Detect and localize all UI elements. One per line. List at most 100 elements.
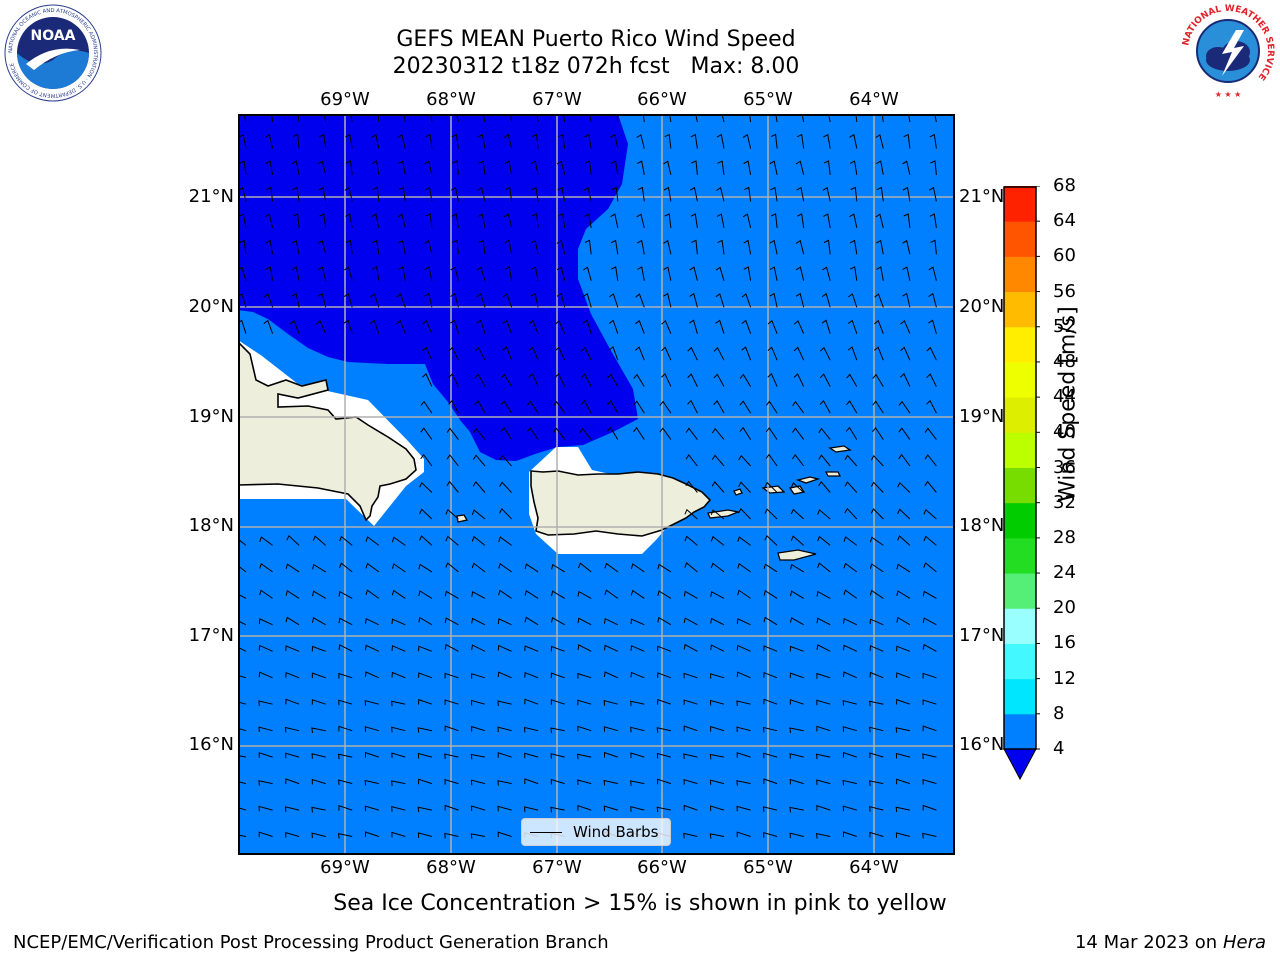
wind-barb	[630, 645, 645, 652]
wind-barb	[365, 536, 380, 546]
wind-barb	[471, 509, 486, 520]
wind-barb	[420, 453, 433, 467]
wind-barb	[816, 590, 831, 599]
lat-label-left: 18°N	[188, 515, 234, 536]
wind-barb	[238, 538, 247, 546]
wind-barb	[763, 645, 778, 652]
wind-barb	[630, 618, 645, 626]
wind-barb	[765, 453, 778, 467]
wind-barb	[711, 481, 725, 493]
wind-barb	[582, 292, 592, 308]
wind-barb	[869, 700, 884, 707]
wind-barb	[530, 239, 539, 255]
wind-barb	[713, 400, 725, 414]
wind-barb	[683, 672, 698, 679]
wind-barb	[263, 293, 274, 308]
wind-barb	[263, 319, 274, 334]
wind-barb	[922, 672, 937, 679]
wind-barb	[370, 293, 380, 308]
wind-barb	[790, 563, 804, 573]
chart-title: GEFS MEAN Puerto Rico Wind Speed	[396, 27, 796, 52]
wind-barb	[583, 187, 592, 202]
wind-barb	[403, 114, 406, 123]
wind-barb	[577, 725, 592, 732]
wind-barb	[739, 426, 752, 440]
wind-barb	[710, 725, 725, 732]
wind-barb	[258, 726, 273, 733]
wind-barb	[391, 671, 406, 679]
wind-barb	[471, 617, 486, 626]
colorbar-tick-label: 12	[1053, 667, 1076, 689]
wind-barb	[897, 481, 911, 493]
wind-barb	[606, 426, 619, 440]
wind-barb	[793, 346, 805, 361]
wind-barb	[576, 753, 592, 760]
wind-barb	[497, 831, 512, 838]
wind-barb	[445, 562, 459, 573]
land-puerto-rico	[530, 470, 712, 537]
wind-barb	[876, 239, 884, 255]
map-legend: Wind Barbs	[521, 818, 671, 846]
wind-barb	[710, 644, 725, 652]
wind-barb	[609, 293, 619, 308]
wind-barb	[318, 213, 327, 228]
wind-barb	[736, 831, 751, 838]
wind-barb	[448, 399, 459, 414]
wind-barb	[345, 213, 353, 228]
wind-barb	[819, 399, 831, 414]
lat-label-left: 19°N	[188, 406, 234, 427]
colorbar-tick-label: 44	[1053, 386, 1076, 408]
wind-barb	[689, 186, 698, 202]
wind-barb	[922, 779, 937, 785]
wind-barb	[869, 536, 884, 546]
wind-barb	[870, 454, 884, 467]
wind-barb	[365, 617, 380, 626]
wind-barb	[710, 805, 725, 812]
wind-barb	[422, 373, 433, 387]
wind-barb	[452, 160, 459, 175]
wind-barb	[497, 700, 512, 707]
wind-barb	[478, 239, 486, 255]
wind-barb	[285, 563, 300, 573]
colorbar-tick-label: 16	[1053, 632, 1076, 654]
wind-barb	[793, 320, 805, 334]
wind-barb	[795, 292, 805, 308]
wind-barb	[637, 186, 645, 202]
wind-barb	[474, 346, 486, 361]
wind-barb	[637, 160, 645, 175]
wind-barb	[550, 672, 565, 679]
wind-barb	[743, 266, 752, 281]
lat-label-right: 18°N	[959, 515, 1005, 536]
wind-barb	[391, 780, 406, 786]
wind-barb	[663, 239, 672, 255]
wind-barb	[444, 779, 459, 785]
wind-barb	[497, 644, 512, 652]
wind-barb	[418, 563, 433, 573]
footer-branch: NCEP/EMC/Verification Post Processing Pr…	[13, 932, 609, 953]
wind-barb	[816, 644, 831, 652]
wind-barb	[849, 239, 858, 255]
wind-barb	[450, 319, 459, 334]
wind-barb	[896, 645, 911, 652]
wind-barb	[902, 292, 911, 308]
colorbar-tick-label: 60	[1053, 245, 1076, 267]
wind-barb	[930, 239, 937, 255]
wind-barb	[842, 805, 857, 812]
wind-barb	[396, 293, 406, 308]
wind-barb	[816, 699, 831, 706]
wind-barb	[922, 832, 937, 839]
wind-barb	[471, 805, 486, 812]
wind-barb	[922, 617, 937, 626]
wind-barb	[557, 213, 566, 228]
wind-barb	[922, 725, 937, 732]
wind-barb	[476, 319, 486, 334]
wind-barb	[317, 160, 327, 176]
wind-barb	[687, 373, 698, 387]
wind-barb	[636, 213, 645, 229]
wind-barb	[312, 535, 327, 546]
wind-barb	[637, 266, 645, 281]
wind-barb	[898, 453, 911, 467]
wind-barb	[789, 806, 804, 813]
wind-barb	[550, 699, 565, 705]
wind-barb	[934, 114, 937, 123]
